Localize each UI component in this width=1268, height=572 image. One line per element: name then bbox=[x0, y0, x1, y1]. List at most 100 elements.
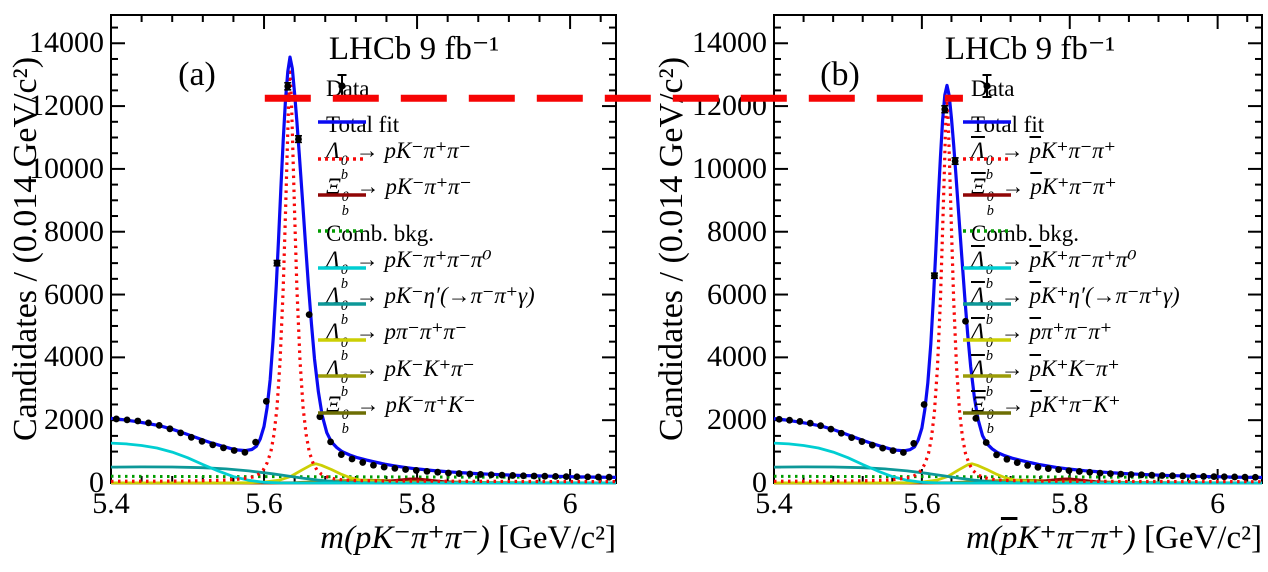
overline-char: p bbox=[1029, 319, 1042, 345]
data-point bbox=[1065, 467, 1073, 474]
data-point bbox=[230, 447, 238, 454]
legend-swatch-part-reco-pi0 bbox=[963, 265, 1011, 270]
data-point bbox=[391, 464, 399, 472]
data-point bbox=[1127, 471, 1135, 478]
data-point bbox=[552, 473, 559, 480]
overline-char: Ξ bbox=[971, 174, 986, 200]
legend-label: Comb. bkg. bbox=[326, 220, 434, 246]
x-axis-title-a-var: m(pK⁻π⁺π⁻) bbox=[320, 520, 490, 556]
legend-swatch-etaprime bbox=[318, 302, 366, 306]
legend-label: Data bbox=[326, 75, 370, 101]
data-point bbox=[166, 425, 174, 433]
data-point bbox=[899, 449, 907, 456]
data-point bbox=[145, 419, 152, 427]
legend-swatch-total-fit bbox=[318, 120, 366, 125]
data-point bbox=[541, 472, 549, 480]
data-point bbox=[445, 469, 452, 477]
data-point bbox=[155, 421, 163, 429]
x-tick-label: 5.8 bbox=[398, 487, 436, 520]
data-point bbox=[509, 472, 517, 479]
y-tick-label: 2000 bbox=[44, 403, 104, 437]
data-point bbox=[1231, 473, 1239, 481]
legend-label: Data bbox=[971, 75, 1015, 101]
legend-row-data: Data bbox=[962, 70, 1014, 106]
data-point bbox=[1055, 466, 1063, 474]
overline-char: p bbox=[1029, 137, 1042, 163]
data-point bbox=[806, 419, 814, 427]
fit-curves bbox=[110, 55, 617, 485]
x-tick-label: 5.8 bbox=[1051, 487, 1089, 520]
data-point bbox=[284, 82, 292, 90]
data-point bbox=[868, 441, 876, 449]
data-point bbox=[972, 414, 980, 422]
curve-part-reco-pi0 bbox=[773, 441, 1262, 485]
data-point bbox=[1200, 473, 1207, 480]
plot-b bbox=[773, 14, 1263, 485]
legend-swatch-pkkpi bbox=[963, 374, 1011, 379]
data-point bbox=[1179, 472, 1187, 480]
experiment-label-a: LHCb 9 fb⁻¹ bbox=[328, 31, 500, 67]
data-point bbox=[295, 135, 302, 143]
legend-swatch-pkkpi bbox=[318, 374, 366, 379]
data-point bbox=[817, 422, 824, 430]
y-tick-label: 4000 bbox=[44, 340, 104, 374]
data-point bbox=[931, 272, 938, 280]
data-point bbox=[1086, 468, 1094, 476]
y-tick-label: 0 bbox=[752, 466, 767, 499]
data-point bbox=[273, 259, 281, 267]
legend-swatch-xib-pkpik bbox=[963, 410, 1011, 415]
data-point bbox=[466, 470, 474, 478]
legend-swatch-xib-signal bbox=[318, 193, 366, 197]
overline-char: p bbox=[1030, 174, 1042, 200]
x-tick-label: 5.6 bbox=[903, 487, 941, 520]
overline-char: p bbox=[1029, 355, 1042, 381]
data-point bbox=[786, 416, 793, 424]
legend-label: Comb. bkg. bbox=[971, 220, 1079, 246]
data-point bbox=[1075, 468, 1083, 475]
data-point bbox=[402, 466, 409, 473]
data-point bbox=[920, 401, 928, 408]
overline-char: p bbox=[1029, 246, 1042, 272]
data-point bbox=[1003, 455, 1011, 463]
x-tick-label: 5.4 bbox=[755, 487, 793, 520]
data-point bbox=[370, 461, 377, 469]
legend-row-data: Data bbox=[317, 70, 369, 106]
y-tick-label: 6000 bbox=[44, 277, 104, 311]
y-tick-label: 0 bbox=[89, 466, 104, 499]
data-point bbox=[123, 416, 131, 424]
data-point bbox=[951, 157, 959, 165]
legend-swatch-ppipipi bbox=[963, 338, 1011, 342]
overline-char: Λ bbox=[971, 355, 985, 381]
legend-row-total-fit: Total fit bbox=[962, 106, 1044, 142]
overline-char: Λ bbox=[971, 283, 985, 309]
data-point bbox=[134, 417, 142, 425]
panel-label-b: (b) bbox=[820, 56, 860, 93]
data-point bbox=[112, 415, 120, 423]
data-point bbox=[1044, 465, 1052, 472]
data-point bbox=[1107, 470, 1114, 478]
data-point bbox=[316, 413, 324, 421]
legend-swatch-xib-pkpik bbox=[318, 410, 366, 415]
